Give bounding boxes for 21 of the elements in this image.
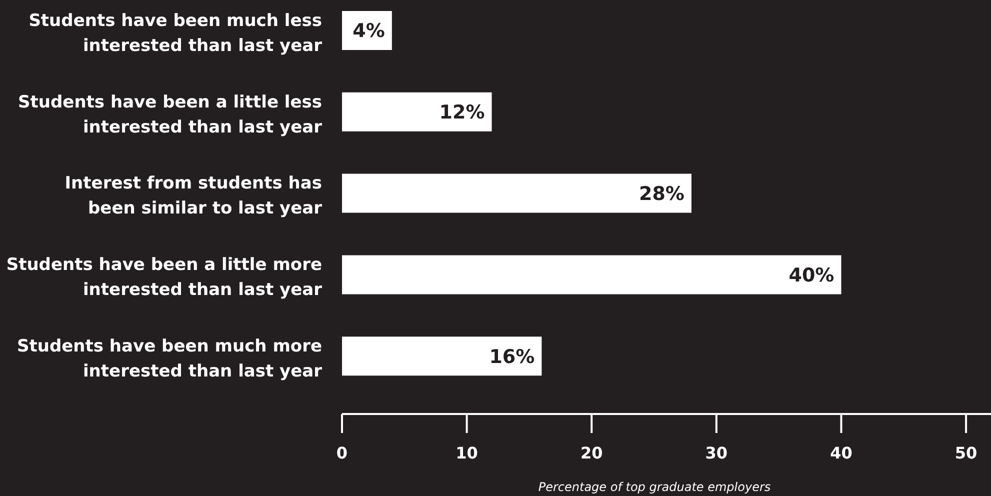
data-label: 4%: [352, 20, 385, 42]
data-label: 12%: [439, 102, 485, 124]
y-tick-label: Students have been a little less interested than last year: [18, 92, 323, 138]
x-tick-label: 30: [705, 443, 728, 462]
x-tick-label: 50: [954, 443, 978, 462]
bar: [342, 174, 692, 213]
data-label: 28%: [638, 183, 684, 206]
x-tick-label: 10: [456, 443, 478, 462]
y-tick-label: Students have been much more interested than last year: [16, 336, 323, 382]
bar: [342, 255, 842, 294]
data-label: 40%: [788, 264, 834, 286]
data-label: 16%: [489, 346, 535, 368]
x-tick-label: 40: [830, 443, 852, 462]
bar: [342, 336, 542, 376]
bar: [342, 92, 492, 132]
y-tick-label: Students have been much less interested than last year: [28, 10, 323, 56]
y-tick-label: Interest from students has been similar to last year: [64, 174, 323, 219]
x-tick-label: 20: [580, 443, 603, 462]
x-tick-label: 0: [336, 443, 348, 462]
y-tick-label: Students have been a little more interested than last year: [6, 255, 323, 300]
x-axis-title: Percentage of top graduate employers: [538, 480, 771, 494]
